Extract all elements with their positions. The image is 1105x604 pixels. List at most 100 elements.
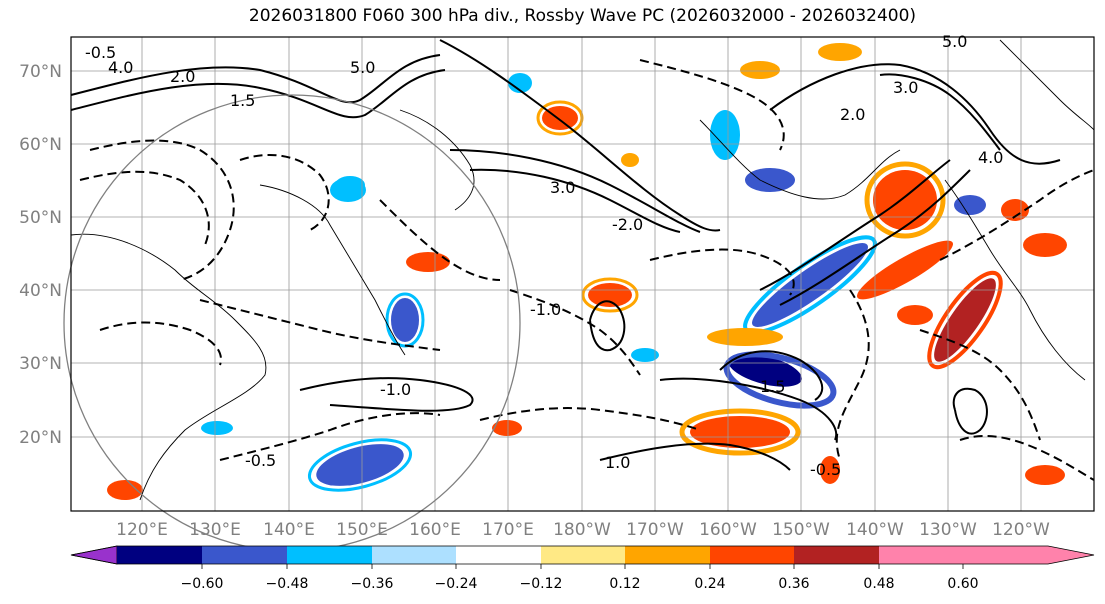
lon-label: 180°W (553, 520, 611, 540)
lon-label: 140°E (263, 520, 315, 540)
lat-label: 70°N (19, 62, 62, 82)
lon-label: 130°E (189, 520, 241, 540)
contour-line (769, 63, 1061, 165)
shade-patch (740, 61, 780, 79)
contour-line (70, 54, 441, 104)
colorbar-extend-left (70, 545, 118, 565)
lon-label: 130°W (919, 520, 977, 540)
dashed-contour-line (919, 329, 1041, 441)
map-frame (70, 36, 1095, 512)
shade-patch (631, 348, 659, 362)
contour-label: 3.0 (550, 178, 575, 197)
colorbar-segment (879, 546, 963, 564)
lon-label: 120°W (992, 520, 1050, 540)
dashed-contour-lines (79, 59, 1095, 481)
shade-patch (679, 408, 801, 456)
colorbar-segment (456, 546, 541, 564)
shade-patch (864, 161, 946, 239)
colorbar-tick-label: −0.48 (266, 576, 309, 592)
shade-patch (508, 73, 532, 93)
shade-patch (954, 195, 986, 215)
contour-label: -0.5 (245, 451, 276, 470)
coastline-asia (70, 233, 267, 501)
colorbar-tick-label: −0.60 (181, 576, 224, 592)
lon-label: 160°E (409, 520, 461, 540)
shade-patch (710, 110, 740, 160)
chart-title: 2026031800 F060 300 hPa div., Rossby Wav… (248, 6, 917, 26)
lon-label: 150°E (336, 520, 388, 540)
colorbar-tick-label: 0.48 (863, 576, 894, 592)
colorbar-segment (794, 546, 879, 564)
shade-patch (1001, 199, 1029, 221)
contour-label: 2.0 (840, 105, 865, 124)
dashed-contour-line (939, 169, 1095, 261)
contour-label: 3.0 (893, 78, 918, 97)
dashed-contour-line (835, 289, 870, 461)
lon-label: 150°W (772, 520, 830, 540)
contour-line (299, 377, 474, 412)
lon-label: 120°E (116, 520, 168, 540)
shade-patch (330, 178, 366, 202)
shade-patch (201, 421, 233, 435)
contour-line (70, 69, 446, 119)
lon-label: 160°W (699, 520, 757, 540)
latitude-axis: 70°N 60°N 50°N 40°N 30°N 20°N (19, 62, 62, 448)
coastline-arctic (999, 39, 1095, 131)
colorbar-segment (710, 546, 794, 564)
contour-line (449, 149, 701, 233)
dashed-contour-line (959, 434, 1095, 481)
contour-label: -1.0 (530, 300, 561, 319)
dashed-contour-line (89, 139, 235, 281)
colorbar-segment (625, 546, 710, 564)
dashed-contour-line (639, 59, 785, 151)
dashed-contour-line (219, 412, 441, 461)
lon-label: 140°W (846, 520, 904, 540)
colorbar: −0.60 −0.48 −0.36 −0.24 −0.12 0.12 0.24 … (70, 545, 1095, 592)
dashed-contour-line (79, 170, 210, 246)
shade-patch (856, 240, 954, 300)
colorbar-tick-label: −0.24 (435, 576, 478, 592)
shade-patch (707, 328, 783, 346)
coastline-alaska (699, 119, 901, 200)
colorbar-tick-label: −0.36 (351, 576, 394, 592)
contour-line (952, 387, 988, 435)
contour-label: 4.0 (108, 58, 133, 77)
contour-lines (70, 39, 1061, 471)
shade-patch (107, 480, 143, 500)
contour-label: 4.0 (978, 148, 1003, 167)
colorbar-segment (117, 546, 202, 564)
lat-label: 20°N (19, 428, 62, 448)
contour-line (659, 377, 838, 441)
coastline-northamerica (944, 179, 1086, 381)
shade-patch (1025, 465, 1065, 485)
contour-label: -1.0 (380, 380, 411, 399)
contour-label: -2.0 (612, 215, 643, 234)
contour-line (879, 73, 1001, 151)
lat-label: 50°N (19, 208, 62, 228)
shade-patch (391, 298, 419, 342)
longitude-axis: 120°E 130°E 140°E 150°E 160°E 170°E 180°… (116, 520, 1050, 540)
contour-line (439, 39, 721, 232)
colorbar-tick-label: 0.12 (609, 576, 640, 592)
colorbar-extend-right (963, 546, 1094, 564)
contour-line (759, 159, 951, 291)
coastline-kamchatka (399, 109, 475, 211)
contour-line (599, 442, 791, 471)
shade-patch (820, 456, 840, 484)
dashed-contour-line (649, 248, 795, 296)
lat-label: 30°N (19, 354, 62, 374)
contour-label: 5.0 (350, 58, 375, 77)
dashed-contour-line (509, 289, 641, 376)
shade-patch (542, 106, 578, 130)
contour-label: 1.5 (760, 377, 785, 396)
colorbar-outline (70, 545, 1095, 565)
shade-patch (818, 43, 862, 61)
contour-label: 2.0 (170, 67, 195, 86)
map-background (71, 37, 1094, 511)
dashed-contour-line (239, 154, 330, 231)
lat-label: 40°N (19, 281, 62, 301)
contour-label: 1.5 (230, 91, 255, 110)
shade-patch (588, 283, 632, 307)
contour-line (719, 350, 824, 401)
shade-patch (492, 420, 522, 436)
